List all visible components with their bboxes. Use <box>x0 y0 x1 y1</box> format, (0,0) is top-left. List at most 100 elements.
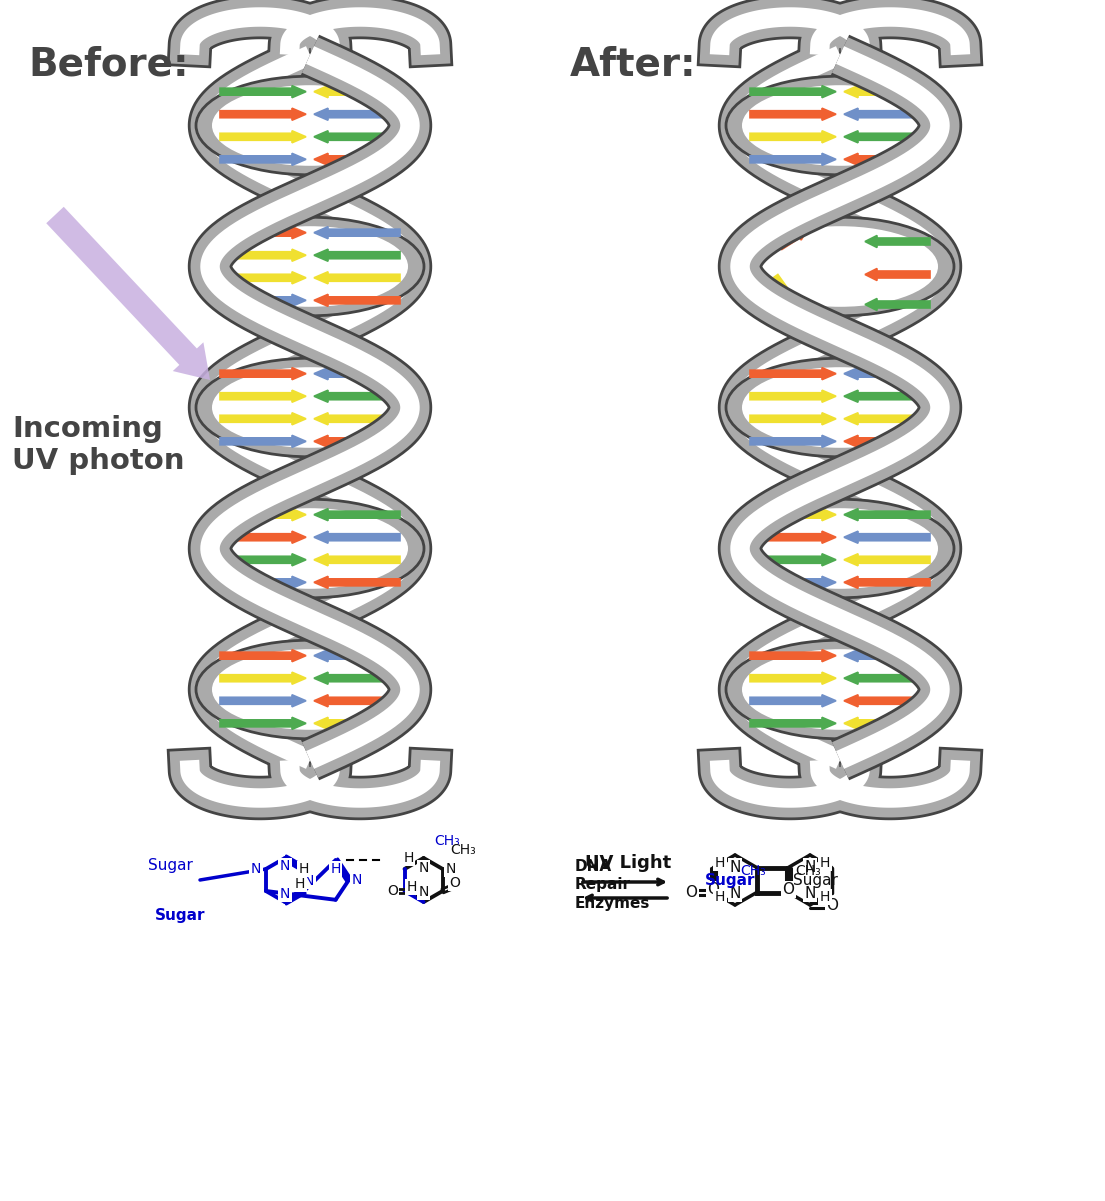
FancyArrow shape <box>314 695 400 706</box>
Text: H: H <box>403 852 413 865</box>
Text: H: H <box>330 862 340 876</box>
FancyArrow shape <box>314 576 400 588</box>
FancyArrow shape <box>750 695 836 706</box>
FancyArrow shape <box>844 531 930 543</box>
FancyArrow shape <box>750 368 836 380</box>
FancyArrow shape <box>772 275 794 305</box>
FancyArrow shape <box>220 271 306 283</box>
FancyArrow shape <box>314 294 400 306</box>
FancyArrow shape <box>750 108 836 120</box>
FancyArrow shape <box>750 576 836 588</box>
FancyArrow shape <box>220 131 306 143</box>
Text: H: H <box>407 880 417 894</box>
FancyArrow shape <box>844 673 930 685</box>
Text: H: H <box>820 856 830 870</box>
Text: DNA
Repair
Enzymes: DNA Repair Enzymes <box>575 859 651 912</box>
Text: O: O <box>707 882 719 897</box>
FancyArrow shape <box>314 554 400 566</box>
FancyArrow shape <box>844 650 930 662</box>
FancyArrow shape <box>750 531 836 543</box>
Ellipse shape <box>196 500 424 598</box>
Text: N: N <box>804 885 815 901</box>
Ellipse shape <box>726 640 954 739</box>
FancyArrow shape <box>46 207 210 380</box>
FancyArrow shape <box>220 390 306 402</box>
Ellipse shape <box>212 508 408 588</box>
FancyArrow shape <box>750 509 836 521</box>
FancyArrow shape <box>844 108 930 120</box>
Text: CH₃: CH₃ <box>740 864 766 878</box>
FancyArrow shape <box>220 554 306 566</box>
Text: O: O <box>827 897 838 913</box>
Text: Sugar: Sugar <box>148 858 192 873</box>
FancyArrow shape <box>220 673 306 685</box>
Ellipse shape <box>196 217 424 316</box>
FancyArrow shape <box>844 576 930 588</box>
FancyArrow shape <box>865 299 930 311</box>
Text: O: O <box>782 882 794 897</box>
FancyArrow shape <box>314 271 400 283</box>
Ellipse shape <box>212 226 408 306</box>
FancyArrow shape <box>314 131 400 143</box>
FancyArrow shape <box>314 390 400 402</box>
Text: N: N <box>280 888 291 901</box>
Text: H: H <box>820 890 830 904</box>
FancyArrow shape <box>314 673 400 685</box>
FancyArrow shape <box>220 650 306 662</box>
FancyArrow shape <box>844 435 930 447</box>
FancyArrow shape <box>778 228 808 250</box>
FancyArrow shape <box>314 85 400 97</box>
Text: O: O <box>685 885 697 900</box>
Ellipse shape <box>741 508 938 588</box>
Text: N: N <box>445 862 456 876</box>
FancyArrow shape <box>220 154 306 166</box>
FancyArrow shape <box>750 154 836 166</box>
FancyArrow shape <box>844 413 930 425</box>
FancyArrow shape <box>844 368 930 380</box>
FancyArrow shape <box>220 576 306 588</box>
Text: CH₃: CH₃ <box>434 833 461 848</box>
Ellipse shape <box>741 226 938 306</box>
FancyArrow shape <box>220 509 306 521</box>
FancyArrow shape <box>314 717 400 729</box>
FancyArrow shape <box>750 413 836 425</box>
FancyArrow shape <box>865 235 930 247</box>
Ellipse shape <box>741 368 938 448</box>
FancyArrow shape <box>314 108 400 120</box>
Ellipse shape <box>196 640 424 739</box>
Text: Sugar: Sugar <box>155 908 206 924</box>
Text: H: H <box>715 890 725 904</box>
FancyArrow shape <box>844 695 930 706</box>
FancyArrow shape <box>314 435 400 447</box>
Ellipse shape <box>726 358 954 456</box>
FancyArrow shape <box>314 650 400 662</box>
FancyArrow shape <box>750 85 836 97</box>
Ellipse shape <box>196 76 424 175</box>
Text: N: N <box>729 860 740 874</box>
FancyArrow shape <box>844 154 930 166</box>
Text: N: N <box>419 885 429 900</box>
FancyArrow shape <box>844 509 930 521</box>
Ellipse shape <box>726 76 954 175</box>
Ellipse shape <box>741 85 938 166</box>
FancyArrow shape <box>844 390 930 402</box>
Text: CH₃: CH₃ <box>450 843 476 856</box>
Ellipse shape <box>196 358 424 456</box>
Text: O: O <box>387 884 398 898</box>
Ellipse shape <box>726 217 954 316</box>
Text: Before:: Before: <box>28 44 189 83</box>
FancyArrow shape <box>314 250 400 262</box>
Text: N: N <box>729 885 740 901</box>
Ellipse shape <box>726 500 954 598</box>
FancyArrow shape <box>220 435 306 447</box>
FancyArrow shape <box>220 368 306 380</box>
FancyArrow shape <box>844 85 930 97</box>
FancyArrow shape <box>220 227 306 239</box>
Ellipse shape <box>741 650 938 730</box>
FancyArrow shape <box>750 650 836 662</box>
Text: N: N <box>419 861 429 876</box>
FancyArrow shape <box>844 717 930 729</box>
Text: N: N <box>804 860 815 874</box>
FancyArrow shape <box>220 717 306 729</box>
Text: N: N <box>251 862 261 876</box>
